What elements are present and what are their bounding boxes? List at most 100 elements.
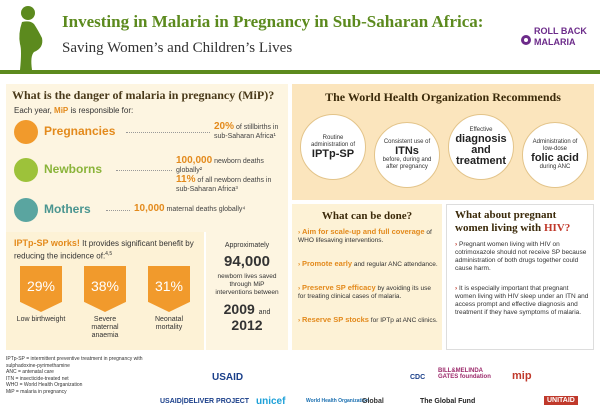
newborn-icon: [14, 158, 38, 182]
done-highlight: Promote early: [301, 259, 353, 268]
hiv-panel: What about pregnant women living with HI…: [446, 204, 594, 350]
arrow-right-icon: ›: [298, 229, 301, 236]
who-panel: The World Health Organization Recommends…: [292, 84, 594, 200]
danger-subtitle: Each year, MiP is responsible for:: [14, 106, 133, 115]
unitaid-logo: UNITAID: [544, 396, 578, 405]
iptp-value: 38%: [90, 278, 120, 294]
danger-title: What is the danger of malaria in pregnan…: [12, 88, 275, 102]
stat-text: newborn deaths globally²: [176, 158, 264, 174]
iptp-panel: IPTp-SP works! It provides significant b…: [6, 232, 204, 350]
sub-post: is responsible for:: [70, 106, 134, 115]
done-text: and regular ANC attendance.: [353, 261, 438, 268]
pregnant-woman-icon: [19, 6, 43, 70]
usaid-logo: USAID: [212, 372, 244, 383]
bubble-main: IPTp-SP: [311, 147, 355, 160]
iptp-highlight: IPTp-SP works!: [14, 238, 80, 248]
stat-mothers: 10,000 maternal deaths globally⁴: [134, 204, 284, 214]
recommendation-bubble: Administration of low-dose folic acid du…: [522, 122, 588, 188]
mip-logo: mip: [512, 370, 532, 382]
stat-pregnancies: 20% of stillbirths in sub-Saharan Africa…: [214, 122, 286, 141]
stat-newborns: 100,000 newborn deaths globally² 11% of …: [176, 156, 286, 194]
stat-big: 20%: [214, 121, 235, 132]
pentagon-marker: [84, 266, 126, 312]
page-title: Investing in Malaria in Pregnancy in Sub…: [62, 12, 484, 31]
abbreviation: IPTp-SP = intermittent preventive treatm…: [6, 356, 143, 369]
abbreviation-list: IPTp-SP = intermittent preventive treatm…: [6, 356, 156, 395]
abbreviation: ANC = antenatal care: [6, 369, 54, 375]
lives-saved-panel: Approximately 94,000 newborn lives saved…: [206, 232, 288, 350]
saved-and: and: [258, 309, 271, 316]
abbreviation: WHO = World Health Organization: [6, 382, 83, 388]
arrow-right-icon: ›: [298, 285, 301, 292]
row-arrow: [106, 210, 130, 211]
iptp-ref: 4,5: [105, 251, 113, 257]
sub-pre: Each year,: [14, 106, 52, 115]
roll-back-malaria-logo: [521, 35, 531, 45]
recommendation-bubble: Consistent use of ITNs before, during an…: [374, 122, 440, 188]
sub-mip: MiP: [54, 106, 69, 115]
done-text: for IPTp at ANC clinics.: [370, 317, 438, 324]
bubble-main: ITNs: [395, 145, 419, 157]
done-item: › Aim for scale-up and full coverage of …: [298, 228, 438, 245]
arrow-right-icon: ›: [455, 241, 458, 248]
mother-icon: [14, 198, 38, 222]
bubble-top: Routine administration of: [310, 134, 356, 148]
logo-text: ROLL BACK MALARIA: [534, 26, 587, 48]
hiv-item: › It is especially important that pregna…: [455, 285, 589, 317]
gates-foundation-logo: BILL&MELINDA GATES foundation: [438, 368, 491, 380]
hiv-text: Pregnant women living with HIV on cotrim…: [455, 241, 587, 272]
cdc-logo: CDC: [410, 374, 426, 381]
stat-text: of stillbirths in sub-Saharan Africa¹: [214, 124, 279, 140]
stat-big2: 11%: [176, 174, 196, 185]
bubble-top: Administration of low-dose: [532, 139, 578, 152]
done-item: › Promote early and regular ANC attendan…: [298, 260, 438, 269]
hiv-title-red: HIV: [543, 222, 565, 234]
saved-years: 2009 and: [206, 301, 288, 317]
hiv-title: What about pregnant women living with HI…: [455, 209, 591, 235]
recommendation-bubble: Effective diagnosis and treatment: [448, 114, 514, 180]
iptp-heading: IPTp-SP works! It provides significant b…: [14, 238, 200, 262]
global-logo: Global: [362, 398, 384, 405]
logo-line1: ROLL BACK: [534, 26, 587, 36]
stat-text: maternal deaths globally⁴: [166, 206, 246, 213]
hiv-item: › Pregnant women living with HIV on cotr…: [455, 241, 589, 273]
danger-panel: What is the danger of malaria in pregnan…: [6, 84, 288, 232]
who-title: The World Health Organization Recommends: [325, 90, 561, 104]
iptp-value: 29%: [26, 278, 56, 294]
iptp-value: 31%: [154, 278, 184, 294]
done-title: What can be done?: [321, 210, 413, 222]
logo-line2: MALARIA: [534, 37, 576, 47]
unicef-logo: unicef: [256, 396, 286, 407]
what-can-be-done-panel: What can be done? › Aim for scale-up and…: [292, 204, 442, 350]
header: Investing in Malaria in Pregnancy in Sub…: [0, 0, 600, 74]
saved-text: newborn lives saved through MiP interven…: [215, 273, 279, 296]
global-fund-logo: The Global Fund: [420, 398, 476, 405]
hiv-title-post: ?: [564, 222, 571, 234]
row-label-pregnancies: Pregnancies: [44, 124, 116, 138]
pentagon-marker: [20, 266, 62, 312]
who-logo: World Health Organization: [306, 398, 369, 404]
bubble-bottom: during ANC: [539, 164, 571, 170]
done-highlight: Aim for scale-up and full coverage: [301, 227, 425, 236]
done-item: › Reserve SP stocks for IPTp at ANC clin…: [298, 316, 438, 325]
bubble-bottom: before, during and after pregnancy: [382, 157, 432, 170]
iptp-text: It provides significant benefit by reduc…: [14, 239, 194, 261]
done-highlight: Reserve SP stocks: [301, 315, 369, 324]
row-label-newborns: Newborns: [44, 162, 103, 176]
arrow-right-icon: ›: [455, 285, 458, 292]
bubble-main: folic acid: [531, 152, 579, 164]
bubble-main: diagnosis and treatment: [455, 133, 507, 167]
hiv-text: It is especially important that pregnant…: [455, 285, 589, 316]
pregnancy-icon: [14, 120, 38, 144]
abbreviation: MiP = malaria in pregnancy: [6, 388, 67, 395]
header-rule: [0, 70, 600, 74]
done-text: of WHO lifesaving interventions.: [298, 229, 432, 244]
stat-big: 100,000: [176, 155, 213, 166]
bubble-top: Effective: [469, 127, 493, 133]
saved-year2: 2012: [231, 317, 263, 333]
iptp-label: Severe maternal anaemia: [91, 316, 119, 339]
saved-year1: 2009: [223, 301, 255, 317]
stat-text2: of all newborn deaths in sub-Saharan Afr…: [176, 177, 272, 193]
stat-big: 10,000: [134, 203, 165, 214]
row-arrow: [116, 170, 172, 171]
